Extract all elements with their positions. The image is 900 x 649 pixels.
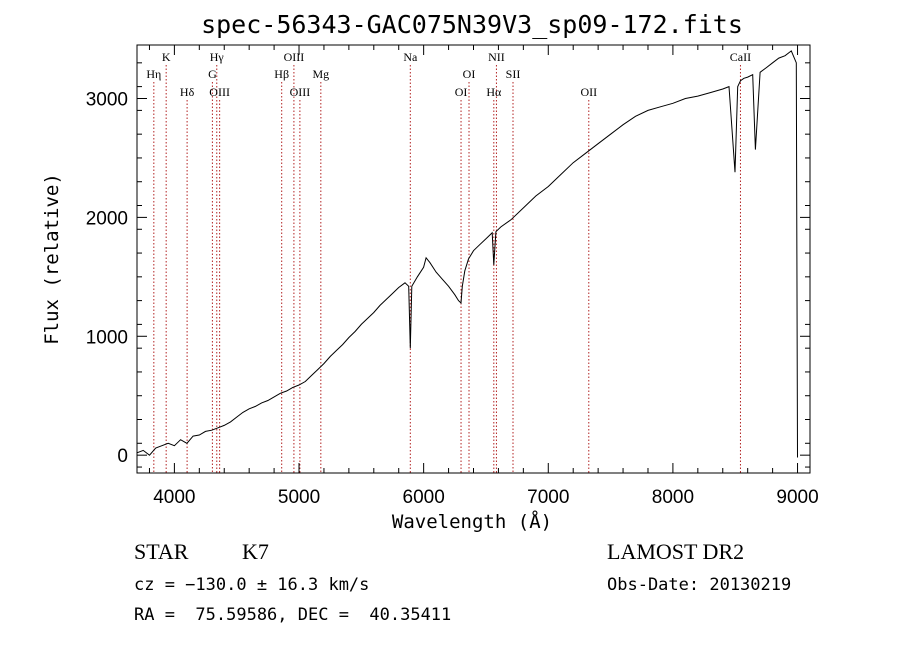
line-marker-label: K (162, 50, 171, 64)
line-marker-label: OI (463, 67, 476, 81)
y-tick-label: 3000 (86, 90, 128, 111)
emission-line-markers: HηKHδHγGOIIIOIIIHβOIIIMgNaOIOINIIHαSIIOI… (146, 50, 751, 473)
observation-date: Obs-Date: 20130219 (607, 575, 791, 595)
object-class: STAR (134, 539, 189, 564)
line-marker-label: Na (403, 50, 418, 64)
line-marker-label: Hη (146, 67, 161, 81)
line-marker-label: Hγ (210, 50, 225, 64)
line-marker-label: G (208, 67, 217, 81)
redshift-velocity: cz = −130.0 ± 16.3 km/s (134, 575, 369, 595)
line-marker-label: NII (488, 50, 505, 64)
y-tick-label: 1000 (86, 327, 128, 348)
y-tick-label: 2000 (86, 208, 128, 229)
axis-ticks: 4000 5000 6000 7000 8000 9000 0 1000 2000 3000 (86, 45, 819, 508)
line-marker-label: OI (455, 85, 468, 99)
line-marker-label: OII (580, 85, 597, 99)
x-tick-label: 8000 (652, 487, 694, 508)
spectrum-line (136, 50, 798, 458)
line-marker-label: Mg (312, 67, 329, 81)
chart-title: spec-56343-GAC075N39V3_sp09-172.fits (201, 10, 743, 39)
x-axis-label: Wavelength (Å) (392, 510, 552, 533)
x-tick-label: 4000 (153, 487, 195, 508)
line-marker-label: OIII (284, 50, 305, 64)
y-tick-label: 0 (117, 446, 128, 467)
line-marker-label: Hδ (180, 85, 195, 99)
line-marker-label: Hβ (274, 67, 289, 81)
y-axis-label: Flux (relative) (41, 173, 63, 345)
plot-frame (136, 44, 811, 474)
line-marker-label: SII (506, 67, 521, 81)
line-marker-label: Hα (486, 85, 502, 99)
x-tick-label: 7000 (527, 487, 569, 508)
survey-name: LAMOST DR2 (607, 539, 744, 564)
x-tick-label: 5000 (278, 487, 320, 508)
line-marker-label: CaII (730, 50, 751, 64)
x-tick-label: 6000 (403, 487, 445, 508)
coordinates: RA = 75.59586, DEC = 40.35411 (134, 605, 451, 625)
x-tick-label: 9000 (776, 487, 818, 508)
object-subclass: K7 (242, 539, 269, 564)
line-marker-label: OIII (209, 85, 230, 99)
line-marker-label: OIII (290, 85, 311, 99)
